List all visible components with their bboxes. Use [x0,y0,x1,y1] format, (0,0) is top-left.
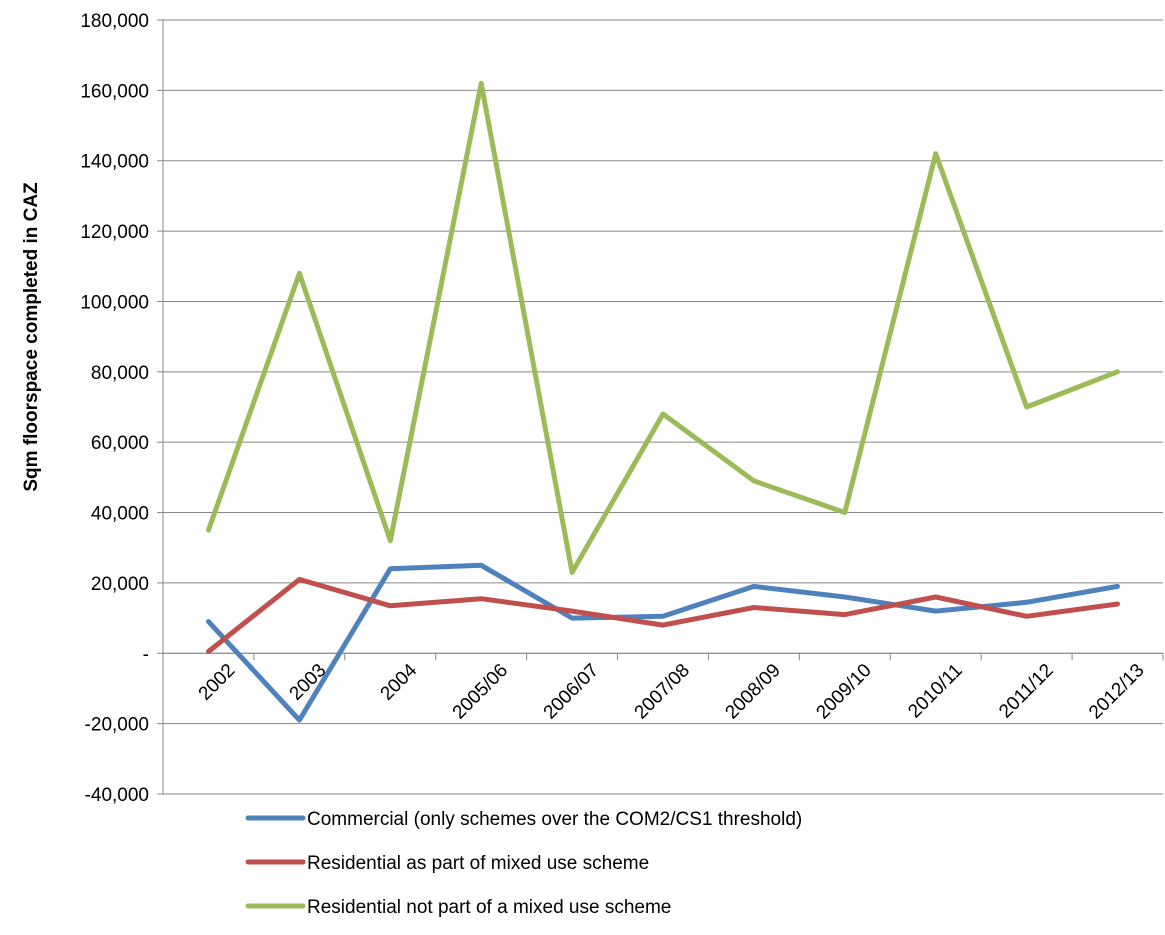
y-tick-label: 60,000 [91,433,149,454]
x-tick-label: 2004 [377,660,422,705]
x-tick-label: 2011/12 [995,660,1057,722]
axes [157,19,1164,795]
x-tick-label: 2012/13 [1085,660,1148,723]
x-tick-label: 2009/10 [812,660,875,723]
y-tick-label: 180,000 [80,11,149,32]
x-tick-label: 2006/07 [540,660,603,723]
x-tick-label: 2010/11 [904,660,966,722]
y-tick-label: 140,000 [80,152,149,173]
y-axis-label: Sqm floorspace completed in CAZ [21,182,42,492]
y-tick-label: 80,000 [91,363,149,384]
legend: Commercial (only schemes over the COM2/C… [245,809,802,918]
y-tick-label: 120,000 [80,222,149,243]
legend-label: Residential as part of mixed use scheme [307,853,649,874]
series-line [206,576,1120,654]
series-lines [206,80,1120,723]
series-line [206,562,1120,723]
y-tick-label: -20,000 [85,715,149,736]
x-tick-label: 2002 [195,660,240,705]
series-line [206,80,1120,575]
y-tick-label: 20,000 [91,574,149,595]
legend-label: Commercial (only schemes over the COM2/C… [307,809,802,830]
y-tick-label: - [143,644,149,665]
y-tick-label: 40,000 [91,504,149,525]
tick-labels: 180,000 160,000 140,000 120,000 100,000 80,00… [80,11,1148,806]
x-tick-label: 2008/09 [721,660,784,723]
x-tick-label: 2005/06 [449,660,512,723]
y-tick-label: 160,000 [80,81,149,102]
y-tick-label: 100,000 [80,292,149,313]
y-tick-label: -40,000 [85,785,149,806]
x-tick-label: 2007/08 [631,660,694,723]
legend-label: Residential not part of a mixed use sche… [307,897,671,918]
